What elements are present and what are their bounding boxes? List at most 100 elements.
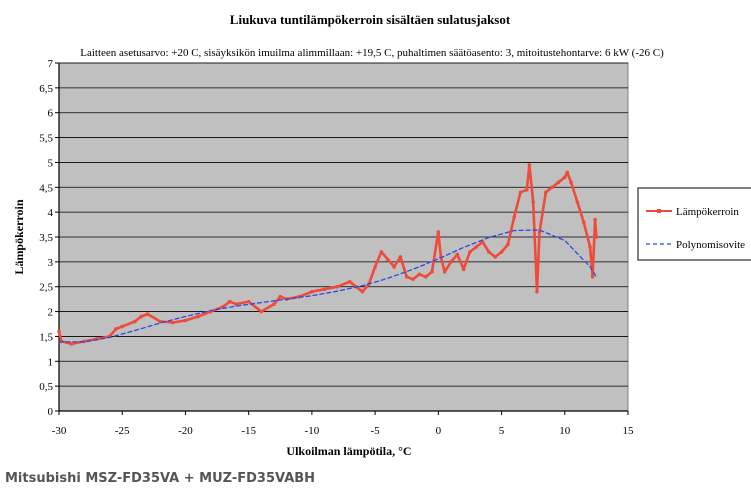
measured-point [310,289,314,294]
x-tick-label: -20 [178,425,193,437]
y-tick-label: 3,5 [39,232,53,244]
measured-point [196,314,200,319]
chart-title: Liukuva tuntilämpökerroin sisältäen sula… [230,12,511,27]
measured-point [525,187,529,192]
measured-point [385,257,390,262]
chart-subtitle: Laitteen asetusarvo: +20 C, sisäyksikön … [80,47,664,59]
measured-point [442,270,447,274]
measured-point [145,312,150,316]
measured-point [398,255,403,259]
measured-point [575,200,580,204]
measured-point [69,342,74,346]
measured-point [527,163,532,167]
measured-point [537,230,542,234]
y-tick-label: 2,5 [39,282,53,294]
y-tick-label: 1,5 [39,331,53,343]
measured-point [392,265,396,269]
measured-point [499,250,504,254]
measured-point [493,255,498,259]
measured-point [531,200,535,204]
y-tick-label: 2 [48,307,54,319]
measured-point [246,299,251,304]
y-tick-label: 1 [48,356,54,368]
x-tick-label: -15 [241,425,256,437]
measured-point [411,277,415,282]
y-tick-label: 0,5 [39,381,53,393]
measured-point [272,302,276,306]
grid-lines [58,62,628,412]
measured-point [139,314,143,319]
measured-line-series [57,163,598,346]
measured-point [556,180,561,185]
measured-point [468,250,472,254]
measured-point [348,279,352,284]
y-tick-label: 3 [48,257,54,269]
measured-point [474,245,479,249]
measured-point [373,265,377,269]
x-tick-label: 5 [499,425,505,437]
measured-point [569,180,573,185]
legend-label-trend: Polynomisovite [676,239,745,251]
measured-point [114,327,118,331]
y-tick-label: 0 [48,406,54,418]
measured-point [57,329,61,334]
x-tick-label: 10 [559,425,571,437]
x-tick-label: 0 [436,425,442,437]
measured-point [506,242,510,247]
measured-point [430,270,434,274]
measured-point [259,309,264,314]
measured-point [379,250,384,254]
y-tick-labels: 0 0,5 1 1,5 2 2,5 3 3,5 4 4,5 5 5,5 6 6,5 7 [39,58,59,418]
measured-point [565,170,570,175]
measured-point [594,235,599,239]
x-tick-label: -10 [305,425,320,437]
y-tick-label: 7 [48,58,54,70]
y-tick-label: 4 [48,207,54,219]
measured-point [133,319,137,324]
measured-point [404,274,409,279]
device-caption: Mitsubishi MSZ-FD35VA + MUZ-FD35VABH [5,471,316,486]
x-tick-label: -5 [371,425,381,437]
measured-point [322,287,327,292]
measured-point [120,324,125,329]
measured-point [423,274,428,279]
measured-point [480,240,485,244]
measured-point [535,289,539,294]
legend: Lämpökerroin Polynomisovite [637,187,751,261]
measured-point [461,267,466,272]
measured-point [360,289,365,294]
measured-point [183,318,188,323]
y-tick-label: 5 [48,157,54,169]
legend-label-measured: Lämpökerroin [676,206,739,218]
measured-point [449,260,453,264]
measured-point [234,302,238,306]
measured-point [550,185,554,190]
measured-point [512,215,516,219]
measured-point [487,250,491,254]
measured-point [278,294,283,299]
measured-point [455,252,460,257]
measured-point [417,272,422,277]
x-tick-label: -25 [115,425,130,437]
x-axis-label: Ulkoilman lämpötila, °C [286,444,411,458]
y-axis-label: Lämpökerroin [12,199,26,274]
measured-point [518,190,523,195]
x-tick-label: 15 [623,425,635,437]
y-tick-label: 4,5 [39,182,53,194]
series-layer [57,163,599,346]
measured-point [227,299,232,304]
measured-point [593,217,597,222]
measured-point [171,320,175,325]
measured-point [335,284,339,289]
y-tick-label: 6,5 [39,83,53,95]
measured-point [562,175,567,180]
legend-marker-measured [657,209,661,213]
x-tick-label: -30 [52,425,67,437]
y-tick-label: 6 [48,108,54,120]
measured-point [544,190,548,195]
trend-line-series [58,229,598,343]
legend-box [637,187,751,261]
measured-point [588,245,592,249]
measured-point [581,220,586,224]
